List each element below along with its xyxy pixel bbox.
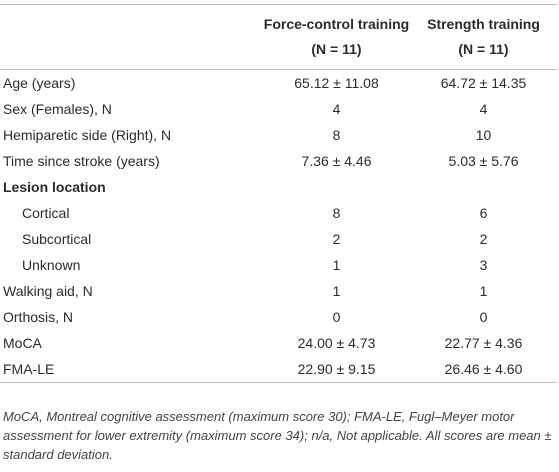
column-title: Strength training: [427, 15, 540, 32]
table-row: Unknown 1 3: [0, 252, 557, 278]
cell-value: 26.46 ± 4.60: [444, 361, 523, 377]
row-label: Orthosis, N: [3, 309, 74, 325]
cell-value: 0: [332, 309, 341, 325]
column-title: Force-control training: [263, 15, 410, 32]
row-label: Cortical: [22, 205, 70, 221]
cell-value: 1: [479, 283, 488, 299]
row-label: Hemiparetic side (Right), N: [3, 127, 172, 143]
row-label: Age (years): [3, 75, 76, 91]
table-row: Sex (Females), N 4 4: [0, 96, 557, 122]
row-label: Time since stroke (years): [3, 153, 160, 169]
row-label: Sex (Females), N: [3, 101, 112, 117]
header-cell: [0, 5, 263, 37]
column-n: (N = 11): [410, 36, 557, 70]
cell: [410, 174, 557, 200]
cell-value: 8: [332, 205, 341, 221]
header-row: (N = 11) (N = 11): [0, 36, 557, 70]
cell: [263, 174, 410, 200]
header-row: Force-control training Strength training: [0, 5, 557, 37]
table-body: Age (years) 65.12 ± 11.08 64.72 ± 14.35 Sex…: [0, 70, 557, 383]
table-row: Subcortical 2 2: [0, 226, 557, 252]
table-row: Orthosis, N 0 0: [0, 304, 557, 330]
row-label: Subcortical: [22, 231, 92, 247]
table-row: FMA-LE 22.90 ± 9.15 26.46 ± 4.60: [0, 356, 557, 383]
cell-value: 22.77 ± 4.36: [444, 335, 523, 351]
table-row: Hemiparetic side (Right), N 8 10: [0, 122, 557, 148]
table-row: Walking aid, N 1 1: [0, 278, 557, 304]
cell-value: 8: [332, 127, 341, 143]
row-label: Walking aid, N: [3, 283, 93, 299]
row-label: Lesion location: [3, 179, 106, 195]
table-row: Age (years) 65.12 ± 11.08 64.72 ± 14.35: [0, 70, 557, 97]
cell-value: 64.72 ± 14.35: [440, 75, 527, 91]
header-cell: [0, 36, 263, 70]
cell-value: 1: [332, 257, 341, 273]
table-row: Cortical 8 6: [0, 200, 557, 226]
cell-value: 2: [479, 231, 488, 247]
cell-value: 65.12 ± 11.08: [294, 75, 379, 91]
cell-value: 4: [332, 101, 341, 117]
table-header: Force-control training Strength training (…: [0, 5, 557, 70]
row-label: MoCA: [3, 335, 42, 351]
table-row: Lesion location: [0, 174, 557, 200]
cell-value: 3: [479, 257, 488, 273]
cell-value: 24.00 ± 4.73: [297, 335, 376, 351]
footnote: MoCA, Montreal cognitive assessment (max…: [3, 409, 552, 462]
cell-value: 6: [479, 205, 488, 221]
cell-value: 22.90 ± 9.15: [297, 361, 376, 377]
cell-value: 10: [475, 127, 492, 143]
cell-value: 5.03 ± 5.76: [448, 153, 519, 169]
row-label: Unknown: [22, 257, 81, 273]
cell-value: 0: [479, 309, 488, 325]
row-label: FMA-LE: [3, 361, 55, 377]
column-n: (N = 11): [263, 36, 410, 70]
data-table: Force-control training Strength training (…: [0, 4, 557, 383]
cell-value: 2: [332, 231, 341, 247]
cell-value: 1: [332, 283, 341, 299]
table-row: Time since stroke (years) 7.36 ± 4.46 5.03…: [0, 148, 557, 174]
cell-value: 4: [479, 101, 488, 117]
table-row: MoCA 24.00 ± 4.73 22.77 ± 4.36: [0, 330, 557, 356]
cell-value: 7.36 ± 4.46: [301, 153, 372, 169]
